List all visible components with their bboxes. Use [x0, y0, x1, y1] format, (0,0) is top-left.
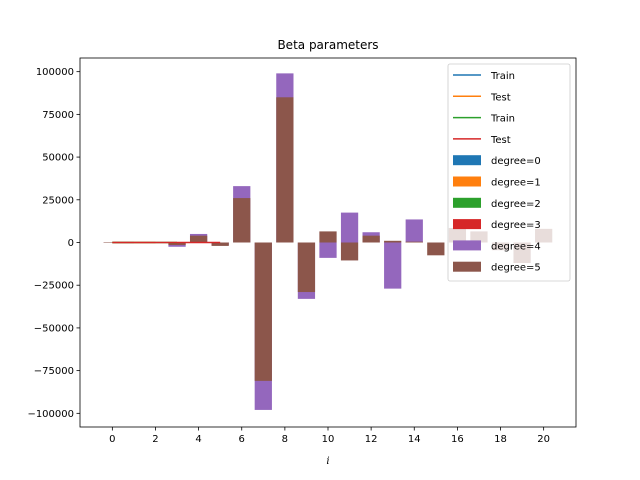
y-tick-label-4: 0 — [68, 238, 74, 249]
bar-degree-4-10 — [319, 242, 337, 258]
bar-degree-5-10 — [319, 231, 337, 243]
x-tick-label-0: 0 — [109, 434, 115, 445]
x-tick-label-12: 12 — [365, 434, 378, 445]
chart-title: Beta parameters — [277, 38, 378, 52]
legend-patch-degree-1 — [453, 176, 481, 187]
x-tick-label-16: 16 — [451, 434, 464, 445]
bar-degree-5-12 — [362, 235, 380, 243]
legend-label-4: degree=0 — [491, 156, 541, 167]
legend-patch-degree-2 — [453, 197, 481, 208]
legend: Train Test Train Test degree=0 degree=1 degree… — [447, 63, 571, 282]
bar-degree-5-3 — [168, 242, 186, 246]
legend-patch-degree-0 — [453, 155, 481, 166]
bar-degree-4-14 — [405, 219, 423, 243]
x-tick-label-18: 18 — [494, 434, 507, 445]
y-tick-label-2: −50000 — [34, 323, 74, 334]
x-axis-label: i — [326, 456, 329, 467]
y-tick-label-1: −75000 — [34, 366, 74, 377]
bar-degree-5-5 — [211, 242, 229, 246]
bar-degree-5-6 — [233, 198, 251, 243]
y-tick-label-7: 75000 — [42, 110, 74, 121]
x-tick-label-10: 10 — [322, 434, 335, 445]
bar-degree-5-15 — [427, 242, 445, 256]
bar-degree-4-11 — [340, 212, 359, 243]
x-tick-label-8: 8 — [282, 434, 288, 445]
legend-label-2: Train — [490, 114, 515, 125]
bar-degree-5-13 — [384, 240, 402, 243]
legend-patch-degree-4 — [453, 240, 481, 251]
legend-label-8: degree=4 — [491, 241, 541, 252]
bar-degree-5-11 — [340, 242, 359, 261]
y-tick-label-0: −100000 — [27, 409, 74, 420]
legend-patch-degree-5 — [453, 261, 481, 272]
legend-label-0: Train — [490, 71, 515, 82]
legend-label-1: Test — [490, 92, 511, 103]
legend-label-3: Test — [490, 135, 511, 146]
legend-label-6: degree=2 — [491, 199, 541, 210]
x-axis: 0 2 4 6 8 10 12 14 16 18 20 — [109, 427, 550, 445]
legend-label-9: degree=5 — [491, 263, 541, 274]
x-tick-label-6: 6 — [239, 434, 245, 445]
legend-label-5: degree=1 — [491, 178, 541, 189]
y-tick-label-6: 50000 — [42, 153, 74, 164]
y-tick-label-8: 100000 — [36, 67, 74, 78]
x-tick-label-4: 4 — [195, 434, 201, 445]
bar-degree-5-7 — [254, 242, 272, 381]
bar-degree-5-9 — [297, 242, 316, 293]
bar-degree-5-14 — [405, 241, 423, 243]
x-tick-label-20: 20 — [537, 434, 550, 445]
legend-patch-degree-3 — [453, 219, 481, 230]
bar-degree-5-8 — [276, 97, 294, 243]
x-tick-label-14: 14 — [408, 434, 421, 445]
y-axis: −100000 −75000 −50000 −25000 0 25000 50000 7500… — [27, 67, 80, 420]
bar-degree-4-13 — [384, 242, 402, 289]
bar-degree-5-4 — [189, 235, 208, 243]
legend-label-7: degree=3 — [491, 220, 541, 231]
y-tick-label-5: 25000 — [42, 195, 74, 206]
y-tick-label-3: −25000 — [34, 281, 74, 292]
x-tick-label-2: 2 — [152, 434, 158, 445]
